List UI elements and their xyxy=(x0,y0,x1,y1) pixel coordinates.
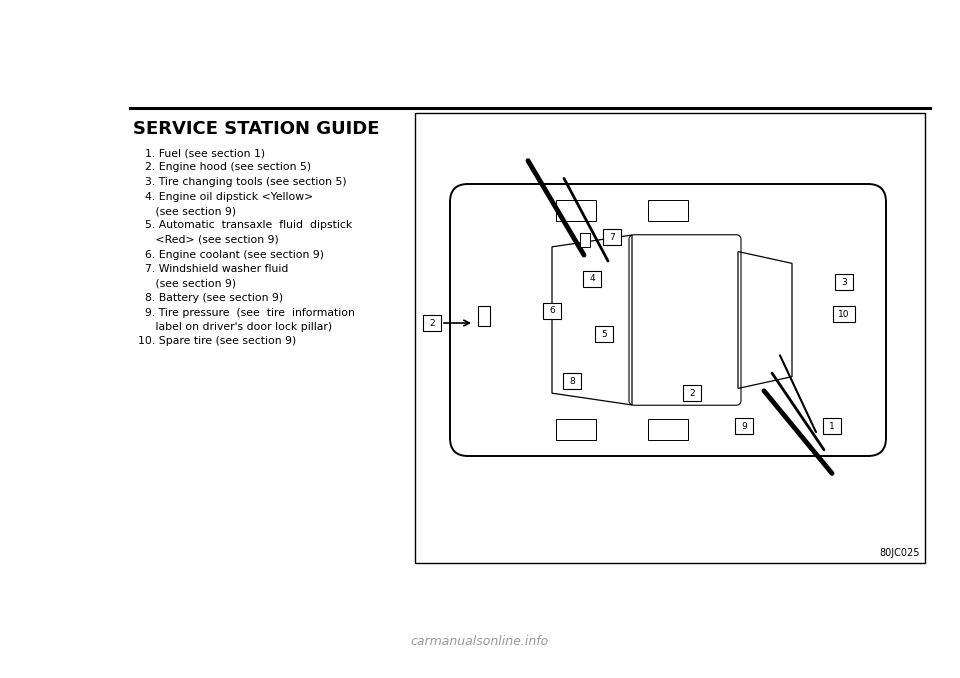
Text: label on driver's door lock pillar): label on driver's door lock pillar) xyxy=(138,322,332,332)
Text: (see section 9): (see section 9) xyxy=(138,206,236,216)
Bar xyxy=(543,302,561,319)
Bar xyxy=(835,274,853,290)
Text: SERVICE STATION GUIDE: SERVICE STATION GUIDE xyxy=(133,120,379,138)
Text: 4: 4 xyxy=(589,274,595,283)
Bar xyxy=(833,306,855,322)
Text: carmanualsonline.info: carmanualsonline.info xyxy=(411,635,549,648)
Text: 6. Engine coolant (see section 9): 6. Engine coolant (see section 9) xyxy=(138,250,324,260)
Bar xyxy=(556,199,596,221)
Bar xyxy=(563,374,581,389)
Text: 2: 2 xyxy=(689,388,695,398)
Bar xyxy=(415,113,925,563)
Text: 2: 2 xyxy=(429,319,435,327)
Text: <Red> (see section 9): <Red> (see section 9) xyxy=(138,235,278,245)
Text: 10. Spare tire (see section 9): 10. Spare tire (see section 9) xyxy=(138,336,297,346)
Bar xyxy=(478,306,490,326)
Text: 8. Battery (see section 9): 8. Battery (see section 9) xyxy=(138,293,283,303)
Bar xyxy=(648,419,688,440)
Text: 5: 5 xyxy=(601,330,607,338)
Text: 6: 6 xyxy=(549,306,555,315)
Text: 4. Engine oil dipstick <Yellow>: 4. Engine oil dipstick <Yellow> xyxy=(138,191,313,201)
Bar xyxy=(735,418,753,434)
Text: 80JC025: 80JC025 xyxy=(879,548,920,558)
Bar xyxy=(823,418,841,434)
Text: 3. Tire changing tools (see section 5): 3. Tire changing tools (see section 5) xyxy=(138,177,347,187)
Text: 3: 3 xyxy=(841,278,847,287)
Text: 10: 10 xyxy=(838,310,850,319)
Bar xyxy=(580,233,590,247)
Text: 1: 1 xyxy=(829,422,835,431)
Bar xyxy=(683,385,701,401)
Bar xyxy=(423,315,441,331)
Text: 7: 7 xyxy=(610,233,614,242)
Bar xyxy=(556,419,596,440)
Bar xyxy=(583,271,601,287)
Text: (see section 9): (see section 9) xyxy=(138,279,236,289)
Bar xyxy=(648,199,688,221)
Bar xyxy=(603,229,621,245)
Text: 7. Windshield washer fluid: 7. Windshield washer fluid xyxy=(138,264,288,274)
Text: 8: 8 xyxy=(569,377,575,386)
Text: 1. Fuel (see section 1): 1. Fuel (see section 1) xyxy=(138,148,265,158)
Bar xyxy=(595,326,613,342)
FancyBboxPatch shape xyxy=(450,184,886,456)
Text: 5. Automatic  transaxle  fluid  dipstick: 5. Automatic transaxle fluid dipstick xyxy=(138,220,352,231)
Text: 9. Tire pressure  (see  tire  information: 9. Tire pressure (see tire information xyxy=(138,308,355,317)
Text: 9: 9 xyxy=(741,422,747,431)
Text: 2. Engine hood (see section 5): 2. Engine hood (see section 5) xyxy=(138,163,311,172)
